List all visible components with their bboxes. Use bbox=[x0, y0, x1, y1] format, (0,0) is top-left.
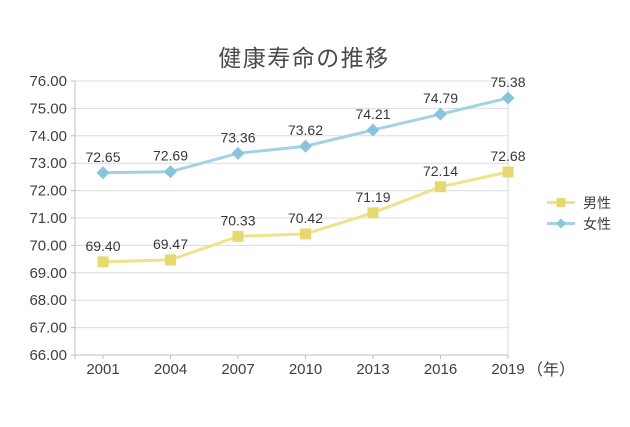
male-data-label: 69.47 bbox=[153, 236, 188, 252]
male-data-point-marker bbox=[435, 181, 446, 193]
y-axis-tick-label: 68.00 bbox=[29, 292, 67, 309]
female-data-label: 75.38 bbox=[490, 74, 525, 90]
female-data-label: 73.36 bbox=[220, 129, 255, 145]
x-axis-tick-label: 2019 bbox=[491, 361, 524, 378]
female-data-label: 74.79 bbox=[423, 90, 458, 106]
male-data-label: 69.40 bbox=[85, 238, 120, 254]
x-axis-tick-label: 2007 bbox=[221, 361, 254, 378]
male-data-label: 70.42 bbox=[288, 210, 323, 226]
x-axis-tick-label: 2013 bbox=[356, 361, 389, 378]
male-legend-marker-icon bbox=[556, 198, 566, 207]
y-axis-tick-label: 75.00 bbox=[29, 100, 67, 117]
male-data-point-marker bbox=[165, 254, 176, 266]
y-axis-tick-label: 70.00 bbox=[29, 237, 67, 254]
male-data-point-marker bbox=[502, 166, 514, 178]
male-data-label: 70.33 bbox=[220, 212, 255, 228]
y-axis-tick-label: 67.00 bbox=[29, 320, 67, 337]
male-data-point-marker bbox=[300, 228, 311, 240]
x-axis-tick-label: 2010 bbox=[289, 361, 322, 378]
male-data-point-marker bbox=[367, 207, 379, 219]
female-data-point-marker bbox=[231, 146, 245, 160]
female-data-label: 72.69 bbox=[153, 148, 188, 164]
female-data-point-marker bbox=[434, 107, 447, 121]
y-axis-tick-label: 74.00 bbox=[29, 128, 67, 145]
legend: 男性 女性 bbox=[546, 194, 611, 232]
male-data-label: 72.14 bbox=[423, 163, 458, 179]
y-axis-tick-label: 66.00 bbox=[29, 347, 67, 364]
x-axis-unit-label: （年） bbox=[527, 361, 575, 379]
male-data-point-marker bbox=[97, 256, 109, 268]
female-data-label: 72.65 bbox=[85, 149, 120, 165]
female-legend-swatch bbox=[547, 218, 575, 229]
legend-item-male: 男性 bbox=[546, 194, 611, 211]
male-data-label: 71.19 bbox=[355, 189, 390, 205]
female-data-label: 73.62 bbox=[288, 122, 323, 138]
y-axis-tick-label: 71.00 bbox=[29, 210, 67, 227]
x-axis-tick-label: 2001 bbox=[86, 361, 119, 378]
legend-label-male: 男性 bbox=[583, 194, 611, 211]
y-axis-tick-label: 76.00 bbox=[29, 73, 67, 90]
female-data-point-marker bbox=[366, 123, 380, 137]
legend-item-female: 女性 bbox=[546, 215, 611, 232]
legend-label-female: 女性 bbox=[583, 215, 611, 232]
male-legend-swatch bbox=[547, 198, 575, 207]
x-axis-tick-label: 2016 bbox=[424, 361, 457, 378]
female-data-point-marker bbox=[164, 165, 177, 179]
chart-title: 健康寿命の推移 bbox=[218, 45, 390, 71]
y-axis-tick-label: 69.00 bbox=[29, 265, 67, 282]
female-data-label: 74.21 bbox=[355, 106, 390, 122]
female-data-point-marker bbox=[501, 91, 515, 105]
y-axis-tick-label: 72.00 bbox=[29, 183, 67, 200]
y-axis-tick-label: 73.00 bbox=[29, 155, 67, 172]
female-data-point-marker bbox=[299, 139, 312, 153]
male-data-label: 72.68 bbox=[490, 148, 525, 164]
male-data-point-marker bbox=[232, 230, 244, 242]
x-axis-tick-label: 2004 bbox=[154, 361, 187, 378]
female-legend-marker-icon bbox=[556, 218, 566, 229]
female-data-point-marker bbox=[96, 166, 110, 180]
